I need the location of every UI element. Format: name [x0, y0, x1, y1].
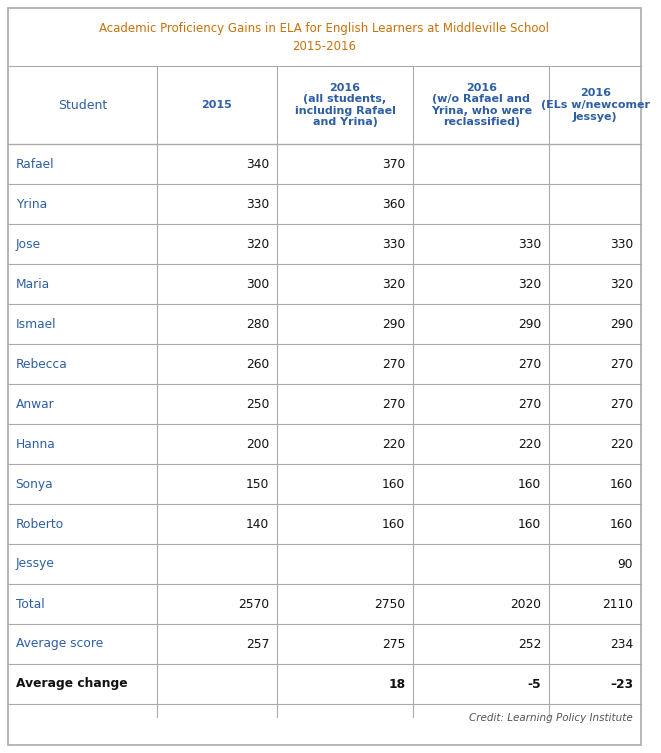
Text: 330: 330 [518, 237, 541, 251]
Text: 300: 300 [246, 278, 269, 291]
Text: 320: 320 [382, 278, 405, 291]
Text: 260: 260 [246, 358, 269, 370]
Text: 2015-2016: 2015-2016 [292, 39, 356, 53]
Text: 2110: 2110 [602, 597, 633, 611]
Text: Jessye: Jessye [16, 557, 55, 571]
Text: Ismael: Ismael [16, 318, 56, 331]
Text: Academic Proficiency Gains in ELA for English Learners at Middleville School: Academic Proficiency Gains in ELA for En… [99, 22, 549, 35]
Text: 160: 160 [382, 517, 405, 531]
Text: 90: 90 [618, 557, 633, 571]
Text: 330: 330 [246, 197, 269, 211]
Text: 360: 360 [382, 197, 405, 211]
Text: 330: 330 [610, 237, 633, 251]
Text: Yrina: Yrina [16, 197, 47, 211]
Text: 252: 252 [518, 638, 541, 651]
Text: 290: 290 [382, 318, 405, 331]
Text: 234: 234 [610, 638, 633, 651]
Text: 2750: 2750 [374, 597, 405, 611]
Text: 257: 257 [246, 638, 269, 651]
Text: 320: 320 [610, 278, 633, 291]
Text: Jose: Jose [16, 237, 41, 251]
Text: –23: –23 [610, 678, 633, 691]
Text: Credit: Learning Policy Institute: Credit: Learning Policy Institute [469, 713, 633, 723]
Text: 160: 160 [610, 517, 633, 531]
Text: 140: 140 [246, 517, 269, 531]
Text: Student: Student [58, 99, 107, 111]
Text: Sonya: Sonya [16, 477, 54, 490]
Text: 160: 160 [610, 477, 633, 490]
Text: Hanna: Hanna [16, 437, 56, 450]
Text: 2020: 2020 [510, 597, 541, 611]
Text: 270: 270 [610, 358, 633, 370]
Text: 250: 250 [246, 398, 269, 410]
Text: 220: 220 [382, 437, 405, 450]
Text: 270: 270 [382, 398, 405, 410]
Text: 220: 220 [610, 437, 633, 450]
Text: 220: 220 [518, 437, 541, 450]
Text: 150: 150 [246, 477, 269, 490]
Text: 200: 200 [246, 437, 269, 450]
Text: 2015: 2015 [202, 100, 232, 110]
Text: Rafael: Rafael [16, 157, 54, 170]
Text: 270: 270 [382, 358, 405, 370]
Text: 320: 320 [246, 237, 269, 251]
Text: 160: 160 [382, 477, 405, 490]
Text: 2016
(ELs w/newcomer
Jessye): 2016 (ELs w/newcomer Jessye) [541, 88, 650, 121]
Text: 2016
(w/o Rafael and
Yrina, who were
reclassified): 2016 (w/o Rafael and Yrina, who were rec… [430, 83, 531, 127]
Text: Anwar: Anwar [16, 398, 54, 410]
Text: 370: 370 [382, 157, 405, 170]
Text: 340: 340 [246, 157, 269, 170]
Text: 270: 270 [610, 398, 633, 410]
Text: 2570: 2570 [238, 597, 269, 611]
Text: 280: 280 [246, 318, 269, 331]
Text: 290: 290 [518, 318, 541, 331]
Text: Maria: Maria [16, 278, 50, 291]
Text: Rebecca: Rebecca [16, 358, 67, 370]
Text: Average score: Average score [16, 638, 103, 651]
Text: 330: 330 [382, 237, 405, 251]
Text: 270: 270 [518, 358, 541, 370]
Text: Roberto: Roberto [16, 517, 64, 531]
Text: 275: 275 [382, 638, 405, 651]
Text: 290: 290 [610, 318, 633, 331]
Text: 320: 320 [518, 278, 541, 291]
Text: Average change: Average change [16, 678, 128, 691]
Text: -5: -5 [527, 678, 541, 691]
Text: 160: 160 [518, 517, 541, 531]
Text: 2016
(all students,
including Rafael
and Yrina): 2016 (all students, including Rafael and… [295, 83, 395, 127]
Text: 18: 18 [388, 678, 405, 691]
Text: 160: 160 [518, 477, 541, 490]
Text: 270: 270 [518, 398, 541, 410]
Text: Total: Total [16, 597, 44, 611]
